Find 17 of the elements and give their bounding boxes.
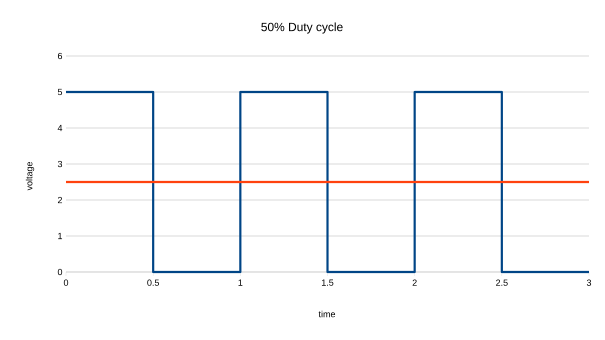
- y-tick-label: 3: [58, 160, 62, 168]
- y-axis-title: voltage: [26, 162, 34, 190]
- x-tick-label: 3: [586, 280, 592, 286]
- x-axis-title: time: [318, 310, 336, 318]
- x-tick-label: 0.5: [147, 280, 160, 286]
- y-tick-label: 1: [58, 232, 62, 240]
- x-tick-label: 0: [64, 280, 68, 286]
- chart-title: 50% Duty cycle: [261, 22, 343, 34]
- y-tick-label: 0: [58, 268, 62, 276]
- x-tick-label: 2.5: [496, 280, 508, 286]
- y-tick-label: 5: [58, 88, 62, 96]
- y-tick-label: 4: [58, 124, 62, 132]
- x-tick-label: 2: [412, 280, 417, 286]
- x-tick-label: 1.5: [322, 280, 334, 286]
- y-tick-label: 6: [58, 52, 62, 60]
- y-tick-label: 2: [58, 196, 62, 204]
- x-tick-label: 1: [238, 280, 242, 286]
